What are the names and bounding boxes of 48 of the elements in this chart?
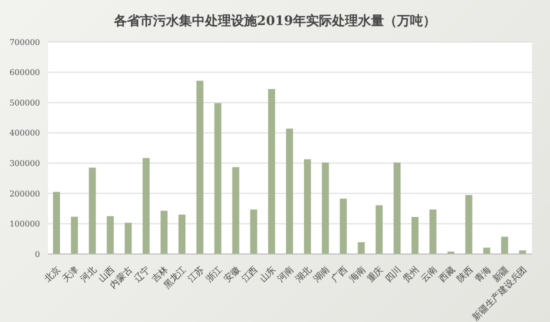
bar xyxy=(483,248,490,254)
x-tick-label: 江西 xyxy=(240,264,260,285)
y-tick-label: 600000 xyxy=(9,68,40,78)
bar xyxy=(124,222,132,254)
bar xyxy=(322,162,329,254)
bar xyxy=(178,214,186,254)
bar xyxy=(340,198,347,254)
bar xyxy=(465,194,472,254)
bar xyxy=(304,159,311,254)
x-tick-label: 海南 xyxy=(347,264,368,285)
x-tick-label: 河北 xyxy=(78,264,99,285)
bar xyxy=(160,210,168,254)
bar xyxy=(268,88,276,254)
bar xyxy=(250,209,258,254)
x-tick-label: 青海 xyxy=(472,264,494,285)
bar xyxy=(412,217,419,254)
bar xyxy=(214,103,222,254)
x-tick-label: 陕西 xyxy=(454,264,476,285)
bar xyxy=(429,209,436,254)
x-tick-label: 重庆 xyxy=(365,264,386,285)
chart-title: 各省市污水集中处理设施2019年实际处理水量（万吨） xyxy=(112,12,438,30)
x-tick-label: 广西 xyxy=(329,264,350,285)
y-tick-label: 400000 xyxy=(9,128,40,138)
y-tick-label: 100000 xyxy=(9,220,40,229)
x-tick-label: 山东 xyxy=(258,264,278,285)
bar xyxy=(376,205,383,254)
x-tick-label: 江苏 xyxy=(186,264,206,285)
y-tick-label: 0 xyxy=(34,250,40,259)
bar xyxy=(196,80,204,254)
bar xyxy=(232,167,240,254)
x-tick-label: 浙江 xyxy=(204,264,224,285)
bar xyxy=(286,128,294,254)
bar xyxy=(70,216,78,254)
y-tick-label: 300000 xyxy=(9,158,40,168)
y-tick-label: 500000 xyxy=(9,98,40,108)
x-tick-label: 四川 xyxy=(383,264,404,285)
y-tick-label: 700000 xyxy=(9,38,40,47)
y-tick-label: 200000 xyxy=(9,189,40,198)
bar xyxy=(53,192,60,254)
x-tick-label: 西藏 xyxy=(436,264,458,285)
bar xyxy=(88,168,96,254)
bar xyxy=(394,162,401,254)
x-tick-label: 安徽 xyxy=(222,264,242,285)
x-tick-label: 辽宁 xyxy=(132,264,153,285)
bar xyxy=(106,216,114,254)
bar xyxy=(142,158,150,254)
bar xyxy=(358,242,365,254)
bar xyxy=(501,236,508,254)
